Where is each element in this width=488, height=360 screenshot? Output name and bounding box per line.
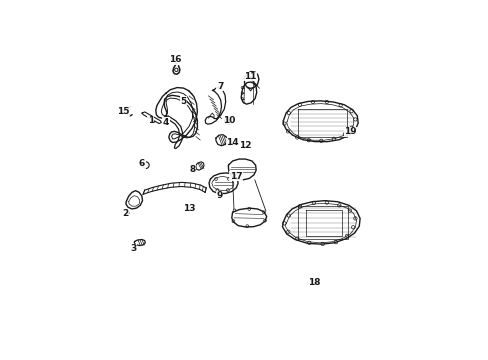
Text: 5: 5 <box>180 97 186 106</box>
Text: 3: 3 <box>130 244 137 253</box>
Text: 14: 14 <box>226 139 239 148</box>
Text: 18: 18 <box>307 279 320 288</box>
Text: 15: 15 <box>117 107 129 116</box>
Text: 6: 6 <box>139 159 145 168</box>
Text: 13: 13 <box>183 204 195 213</box>
Text: 19: 19 <box>344 127 356 136</box>
Text: 4: 4 <box>163 118 169 127</box>
Text: 8: 8 <box>189 165 195 174</box>
Text: 11: 11 <box>244 72 256 81</box>
Text: 10: 10 <box>223 116 235 125</box>
Text: 17: 17 <box>229 172 242 181</box>
Text: 12: 12 <box>238 141 251 150</box>
Text: 16: 16 <box>169 55 181 64</box>
Text: 9: 9 <box>216 191 223 200</box>
Text: 7: 7 <box>217 82 223 91</box>
Text: 2: 2 <box>122 209 129 218</box>
Text: 1: 1 <box>147 116 154 125</box>
